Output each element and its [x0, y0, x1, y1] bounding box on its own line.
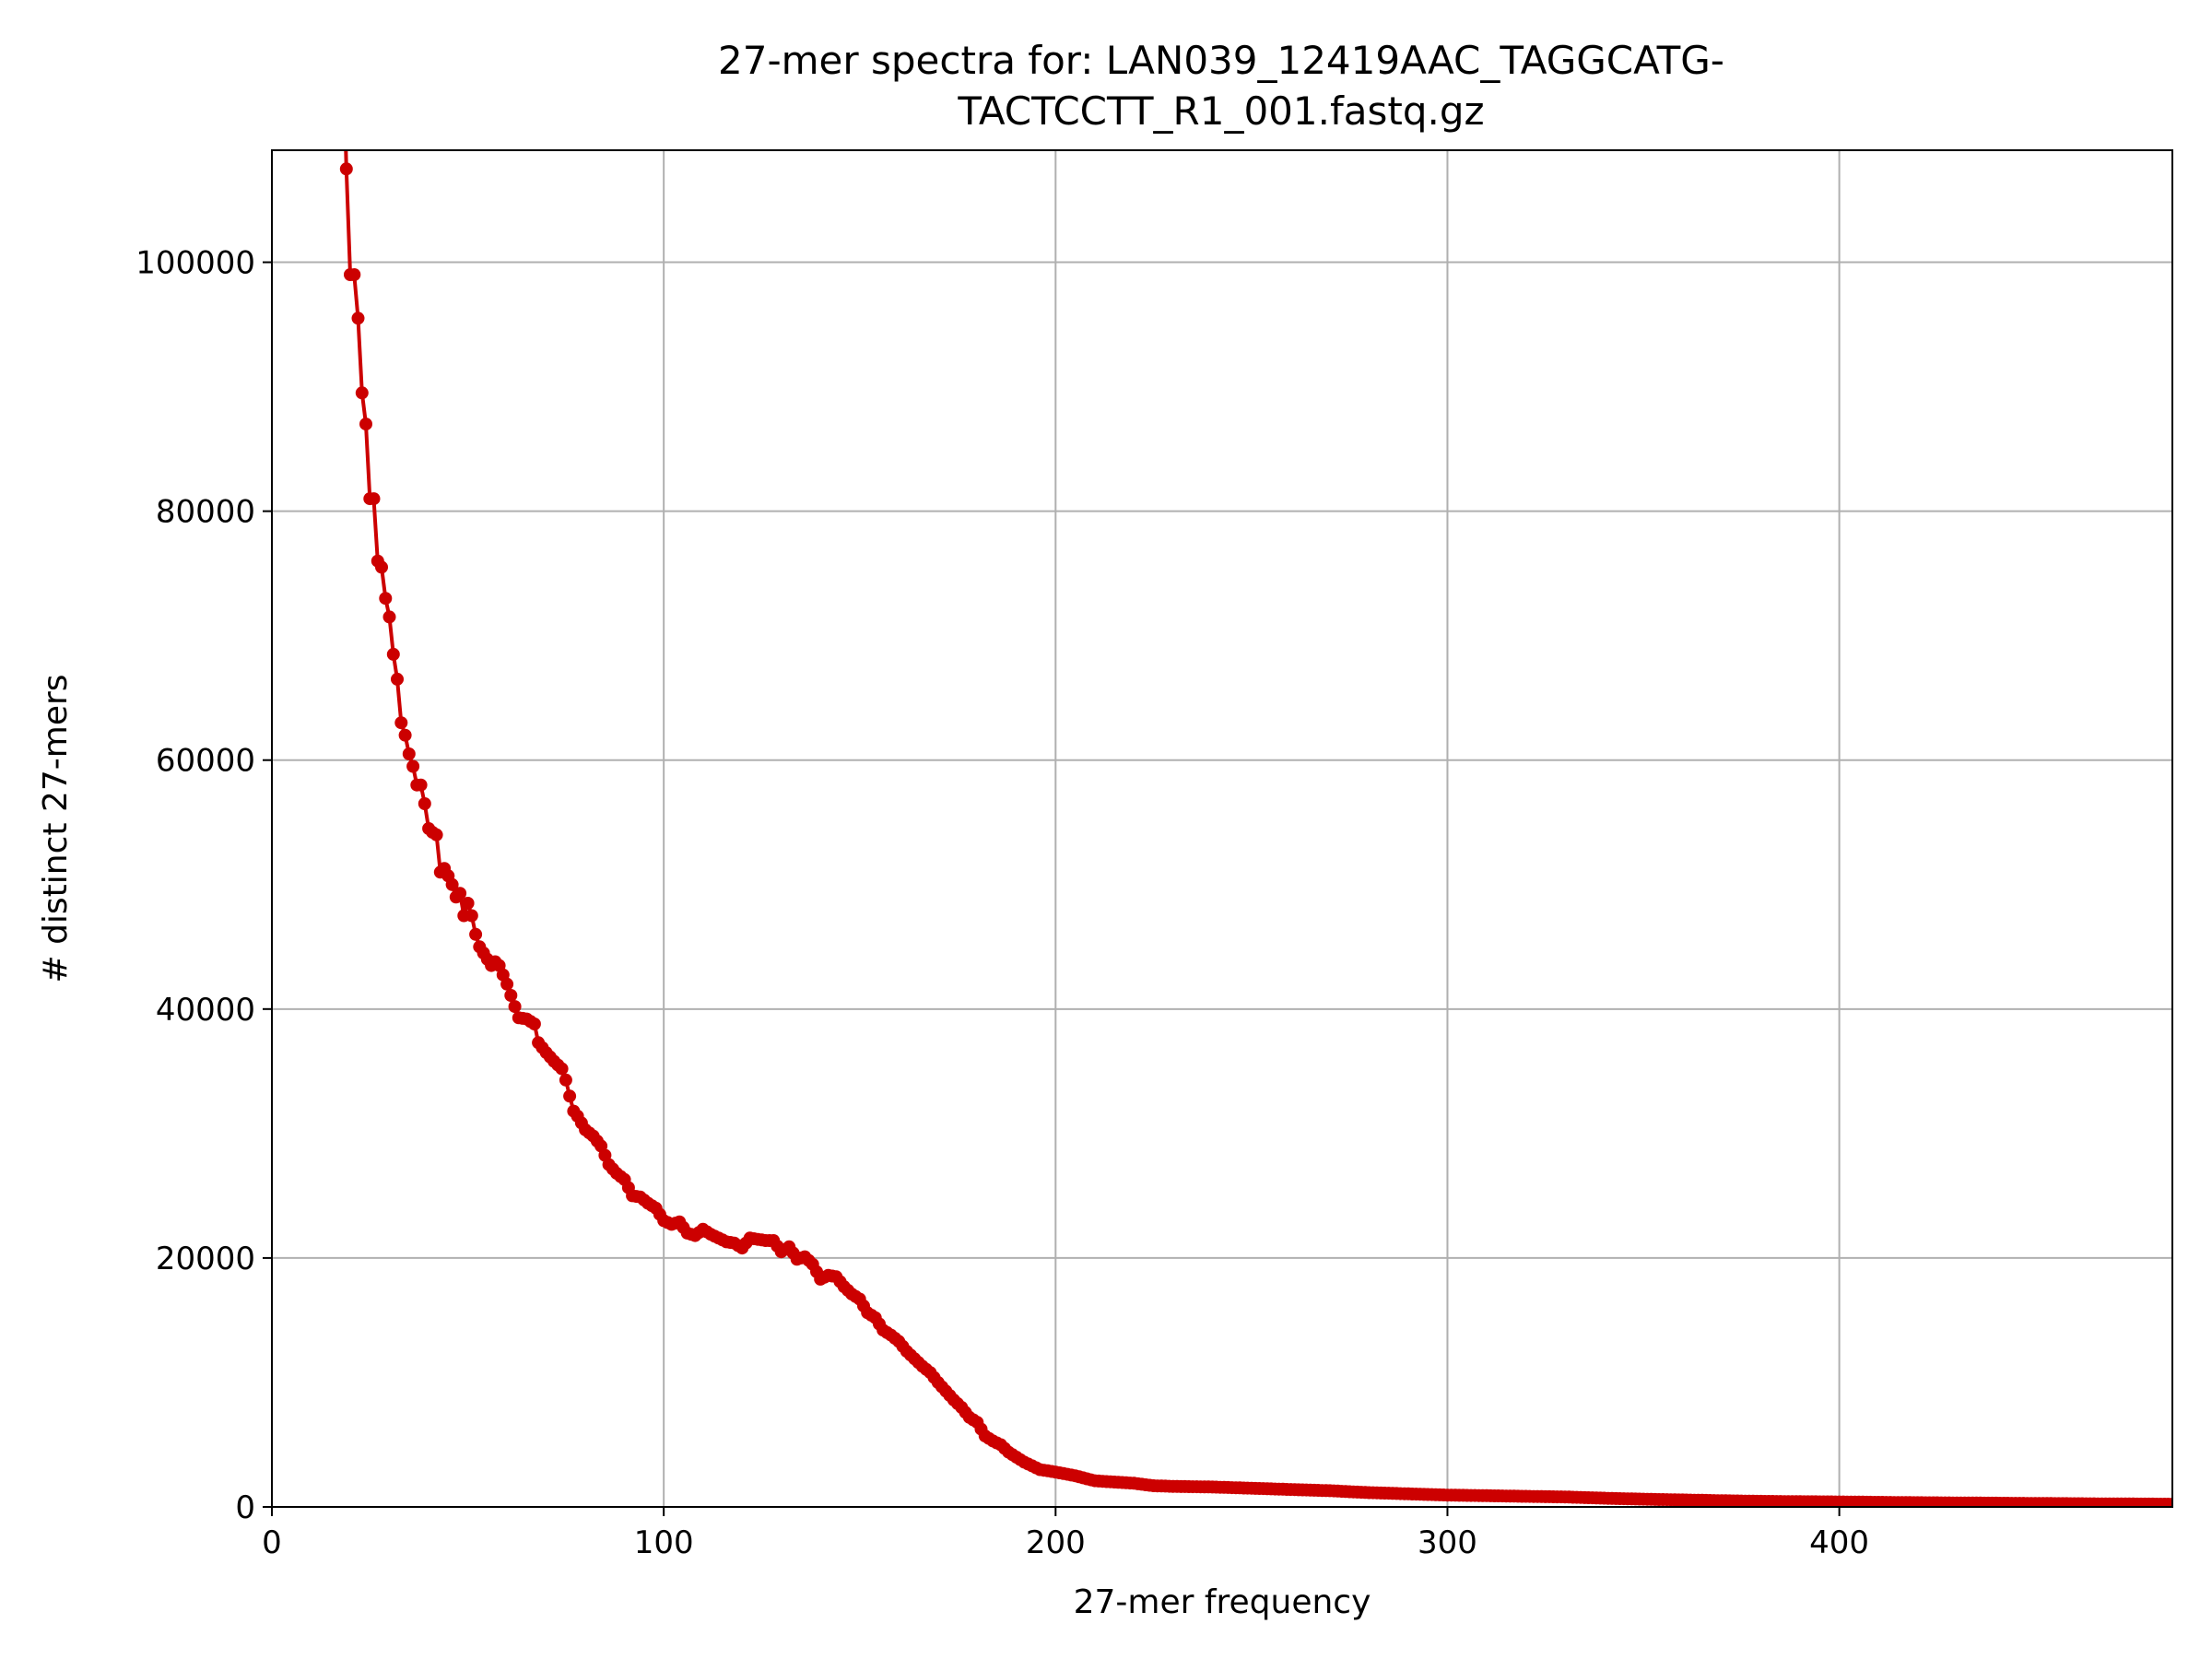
data-point [367, 492, 381, 506]
data-point [508, 1000, 522, 1014]
data-point [559, 1073, 572, 1087]
data-point [402, 747, 416, 760]
axes-frame [271, 149, 2173, 1508]
data-point [461, 897, 475, 910]
x-tick-label: 400 [1809, 1524, 1869, 1561]
x-tick-label: 100 [634, 1524, 694, 1561]
data-point [555, 1062, 569, 1076]
y-tick-label: 100000 [135, 245, 255, 282]
data-point [406, 759, 420, 773]
data-point [379, 592, 393, 606]
data-point [445, 877, 459, 891]
data-point [375, 560, 388, 574]
data-point [563, 1089, 577, 1103]
data-point [429, 828, 443, 841]
data-point [500, 977, 514, 991]
data-point [391, 672, 404, 686]
data-point [418, 797, 431, 810]
data-point [382, 610, 396, 624]
data-point [386, 647, 400, 661]
y-tick-label: 20000 [156, 1241, 255, 1277]
data-point [355, 386, 369, 400]
x-axis-ticks: 0 100 200 300 400 [262, 1507, 1869, 1561]
data-point [347, 268, 361, 281]
y-tick-label: 80000 [156, 494, 255, 531]
x-axis-label: 27-mer frequency [1074, 1583, 1371, 1621]
y-tick-label: 40000 [156, 992, 255, 1029]
data-point [504, 989, 518, 1002]
y-axis-label: # distinct 27-mers [37, 674, 75, 982]
plot-area [339, 150, 2172, 1507]
x-tick-label: 300 [1418, 1524, 1477, 1561]
y-tick-label: 60000 [156, 743, 255, 780]
chart-title-line-1: 27-mer spectra for: LAN039_12419AAC_TAGG… [718, 38, 1724, 83]
x-tick-label: 0 [262, 1524, 282, 1561]
series-27mer-frequency [339, 150, 2172, 1507]
data-point [359, 418, 372, 431]
data-point [394, 716, 408, 730]
data-point [339, 162, 353, 176]
data-point [398, 728, 412, 742]
data-point [465, 909, 478, 923]
chart-title-line-2: TACTCCTT_R1_001.fastq.gz [957, 88, 1484, 134]
grid-lines [272, 150, 2172, 1507]
chart-title: 27-mer spectra for: LAN039_12419AAC_TAGG… [718, 38, 1724, 134]
data-point [527, 1018, 541, 1030]
data-point [2166, 1498, 2172, 1507]
y-tick-label: 0 [235, 1489, 255, 1526]
x-tick-label: 200 [1026, 1524, 1086, 1561]
data-point [414, 778, 428, 792]
y-axis-ticks: 0 20000 40000 60000 80000 100000 [135, 245, 272, 1526]
data-point [351, 312, 365, 325]
data-point [453, 887, 467, 900]
data-point [469, 927, 483, 941]
